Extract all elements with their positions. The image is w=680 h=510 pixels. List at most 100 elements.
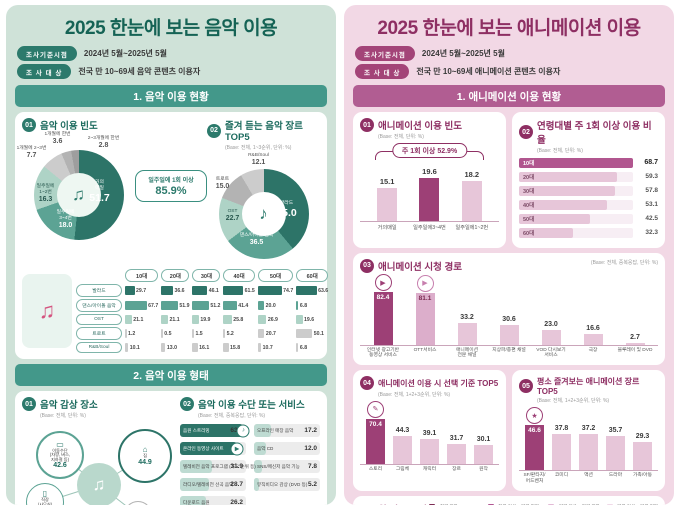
rank-bar: 46.6 — [525, 425, 544, 470]
table-cell-bar — [161, 301, 178, 310]
anime-frequency-base: (Base: 전체, 단위: %) — [378, 134, 424, 140]
service-label: 온라인 동영상 사이트 — [183, 445, 224, 451]
table-cell-bar — [125, 329, 127, 338]
table-cell: 67.7 — [125, 301, 158, 310]
music-section1-band: 1. 음악 이용 현황 — [15, 85, 327, 107]
rank-bar-label: SF/판타지/ 어드벤처 — [523, 473, 546, 484]
donut-label: 댄스/아이돌 음악 36.5 — [239, 233, 275, 247]
table-cell-value: 10.1 — [129, 344, 140, 351]
anime-channel-bars: ▶ 82.4 ▶ 81.1 33.2 30.6 23.0 16.6 2.7 — [360, 274, 658, 346]
genre-by-age-zone: ♫ 10대 20대 30대 40대 50대 60대 발라드 29.7 36.6 46.1 61.5 7… — [22, 269, 329, 353]
table-cell-value: 26.9 — [267, 316, 278, 323]
rank-bar-label: VOD 다시보기 서비스 — [536, 347, 566, 359]
table-cell: 1.2 — [125, 329, 158, 338]
rank-bar — [633, 441, 652, 470]
callout-value: 85.9% — [155, 185, 187, 197]
table-cell-value: 1.2 — [128, 330, 136, 337]
age-ratio-row: 60대 32.3 — [519, 227, 658, 238]
rank-bar-column: ▶ 81.1 — [404, 274, 446, 345]
freq-bar — [419, 177, 440, 221]
anime-channel-head: 03 애니메이션 시청 경로 — [360, 258, 462, 273]
rank-bar-column: 23.0 — [530, 321, 572, 345]
table-cell-value: 21.1 — [169, 316, 180, 323]
anime-genre-card: 05 평소 즐겨보는 애니메이션 장르 TOP5 (Base: 전체, 1+2+… — [512, 370, 665, 491]
anime-age-base: (Base: 전체, 단위: %) — [537, 148, 583, 154]
donut-label-value: 7.7 — [26, 151, 37, 159]
table-cell-bar — [257, 343, 262, 352]
donut-ring: ♪ 발라드 55.0 댄스/아이돌 음악 36.5 OST 22.7 트로트 15.0 R&B/S… — [216, 153, 309, 259]
place-bubble-value: 42.6 — [53, 462, 67, 470]
table-cell-value: 20.0 — [265, 302, 276, 309]
table-cell: 19.6 — [296, 315, 328, 324]
table-cell-bar — [125, 301, 147, 310]
rank-bar-value: 16.6 — [586, 324, 600, 332]
rank-bar-column: 37.2 — [575, 425, 602, 470]
anime-row-2: 04 애니메이션 이용 시 선택 기준 TOP5 (Base: 전체, 1+2+… — [353, 370, 665, 491]
anime-criteria-card: 04 애니메이션 이용 시 선택 기준 TOP5 (Base: 전체, 1+2+… — [353, 370, 506, 491]
table-cell: 51.2 — [192, 301, 220, 310]
service-value: 28.7 — [230, 481, 243, 488]
rank-bar — [420, 438, 439, 464]
table-cell-bar — [223, 343, 229, 352]
table-cell: 1.5 — [192, 329, 220, 338]
anime-budget-headrow: 06 월 평균 소비 가능 금액 (Base: 전체, 단위: %) 5천원 미… — [360, 502, 658, 506]
freq-bar-label: 거의매일 — [377, 225, 397, 231]
rank-bar — [552, 433, 571, 470]
anime-genre-labels: SF/판타지/ 어드벤처 코미디 액션 드라마 가족/아동 — [519, 471, 658, 485]
table-cell-bar — [192, 286, 208, 295]
anime-age-bars: 10대 68.7 20대 59.3 30대 57.8 40대 53.1 50대 42.5 60대 32… — [519, 157, 658, 238]
genre-row-label: 트로트 — [76, 327, 122, 340]
bubble-center: ♫ — [77, 463, 121, 505]
table-cell: 36.6 — [161, 286, 189, 295]
age-ratio-track: 10대 — [519, 157, 633, 168]
listening-place-head: 01 음악 감상 장소 — [22, 397, 172, 411]
rank-bar-column: 35.7 — [602, 427, 629, 470]
music-frequency-head: 01 음악 이용 빈도 — [22, 118, 135, 132]
age-ratio-row: 30대 57.8 — [519, 185, 658, 196]
anime-budget-title: 월 평균 소비 가능 금액 — [378, 502, 429, 506]
service-row: 라디오/텔레비전 선곡 음악 28.7 — [180, 478, 246, 491]
table-cell-value: 51.2 — [210, 302, 221, 309]
rank-bar-column: ★ 46.6 — [521, 407, 548, 470]
meta-row-target: 조 사 대 상 전국 만 10~69세 애니메이션 콘텐츠 이용자 — [355, 64, 663, 79]
donut-center: ♫ — [56, 173, 101, 217]
table-cell-value: 13.0 — [166, 344, 178, 351]
music-frequency-chart: 01 음악 이용 빈도 ♫ 거의 매일 51.7 일주일에 3~4번 18.0 일주일에 … — [17, 118, 135, 242]
service-row: 텔레비전 음악 프로그램 (가요 순위 등) 31.9 — [180, 460, 256, 473]
table-cell-bar — [223, 301, 237, 310]
service-row: 뮤직비디오 감상 (DVD 등) 5.2 — [254, 478, 320, 491]
table-cell: 13.0 — [161, 343, 189, 352]
place-bubble-value: 44.9 — [138, 458, 152, 466]
anime-meta: 조사기준시점 2024년 5월~2025년 5월 조 사 대 상 전국 만 10… — [355, 46, 663, 79]
rank-bar — [606, 435, 625, 470]
service-column-left: 음원 스트리밍 63.4♪ 온라인 동영상 사이트57.1▶ 텔레비전 음악 프로그램… — [180, 424, 256, 505]
rank-bar-label: 원작 — [479, 467, 488, 472]
service-row: 음악 CD 12.0 — [254, 442, 320, 455]
rank-bar-label: 그림체 — [395, 467, 410, 472]
service-label: 음원 스트리밍 — [183, 427, 210, 433]
age-ratio-row: 10대 68.7 — [519, 157, 658, 168]
music-section2-band: 2. 음악 이용 형태 — [15, 364, 327, 386]
story-icon: ✎ — [367, 400, 384, 418]
anime-frequency-bars: 15.1 19.6 18.2 — [360, 159, 499, 222]
age-ratio-label: 60대 — [523, 230, 535, 237]
table-cell: 61.5 — [223, 286, 255, 295]
table-cell-bar — [257, 315, 267, 324]
rank-bar — [579, 434, 598, 470]
donut-label-value: 51.7 — [89, 191, 110, 204]
music-frequency-title: 음악 이용 빈도 — [40, 121, 98, 132]
anime-criteria-labels: 스토리 그림체 캐릭터 장르 원작 — [360, 465, 499, 473]
anime-section1-band: 1. 애니메이션 이용 현황 — [353, 85, 665, 107]
freq-bar-value: 18.2 — [464, 169, 480, 179]
service-bar — [254, 442, 266, 455]
headphones-icon: ♫ — [72, 185, 85, 204]
music-genre-title: 즐겨 듣는 음악 장르 TOP5 — [225, 121, 303, 143]
rank-bar-value: 37.2 — [581, 425, 596, 433]
budget-legend-item: 5천원 이상~1만원 미만 — [487, 503, 542, 505]
budget-legend-label: 5천원 미만 — [437, 504, 457, 506]
table-cell: 29.7 — [125, 286, 158, 295]
age-column-header: 10대 — [125, 269, 159, 282]
service-value: 7.8 — [307, 463, 317, 470]
genre-row-label: 발라드 — [76, 284, 122, 297]
table-cell-value: 10.7 — [262, 344, 273, 351]
